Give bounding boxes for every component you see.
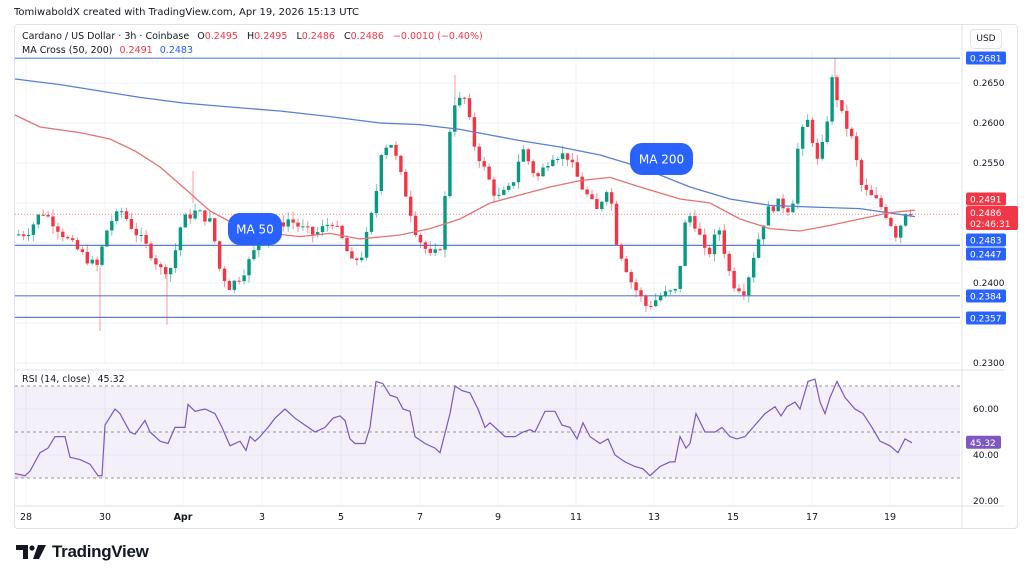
- time-tick: 30: [99, 512, 111, 523]
- ma200-annotation[interactable]: MA 200: [630, 143, 693, 175]
- price-tick: 0.2400: [973, 279, 1005, 289]
- symbol-description[interactable]: Cardano / US Dollar · 3h · Coinbase: [22, 31, 190, 42]
- time-tick: 13: [648, 512, 660, 523]
- rsi-value-tag: 45.32: [966, 435, 1001, 449]
- svg-text:MA 200: MA 200: [639, 153, 684, 167]
- rsi-tick: 40.00: [973, 451, 999, 461]
- svg-text:0.2486: 0.2486: [970, 209, 1002, 219]
- time-tick: Apr: [174, 512, 193, 523]
- close-value: 0.2486: [350, 31, 384, 42]
- rsi-value: 45.32: [97, 374, 125, 385]
- price-tick: 0.2650: [973, 79, 1005, 89]
- rsi-tick: 60.00: [973, 405, 999, 415]
- time-tick: 5: [338, 512, 344, 523]
- change-value: −0.0010 (−0.40%): [392, 31, 483, 42]
- rsi-line[interactable]: [14, 378, 913, 477]
- price-tick: 0.2550: [973, 159, 1005, 169]
- time-tick: 17: [806, 512, 818, 523]
- open-value: 0.2495: [204, 31, 238, 42]
- time-tick: 9: [495, 512, 501, 523]
- high-value: 0.2495: [254, 31, 288, 42]
- ma50-value: 0.2491: [119, 45, 153, 56]
- low-value: 0.2486: [301, 31, 335, 42]
- svg-text:0.2681: 0.2681: [970, 55, 1002, 65]
- price-tick: 0.2300: [973, 359, 1005, 369]
- logo-text: TradingView: [52, 542, 149, 561]
- time-tick: 7: [417, 512, 423, 523]
- time-axis[interactable]: 28 30 Apr 3 5 7 9 11 13 15 17 19: [20, 512, 896, 523]
- svg-text:02:46:31: 02:46:31: [970, 220, 1010, 230]
- time-tick: 11: [570, 512, 582, 523]
- price-tag: 0.2491: [966, 192, 1006, 206]
- svg-text:0.2491: 0.2491: [970, 196, 1002, 206]
- currency-selector[interactable]: USD: [970, 29, 1002, 49]
- ma200-line[interactable]: [14, 78, 916, 218]
- price-tag: 0.2681: [966, 51, 1006, 65]
- price-tag: 0.2384: [966, 289, 1006, 303]
- rsi-pane[interactable]: [14, 378, 960, 479]
- ma50-line[interactable]: [14, 114, 916, 240]
- chart-frame: [14, 24, 1018, 529]
- svg-text:MA 50: MA 50: [236, 223, 274, 237]
- price-tag: 0.2483: [966, 233, 1006, 247]
- price-tag: 0.2447: [966, 247, 1006, 261]
- candlesticks[interactable]: [17, 58, 913, 331]
- ma50-annotation[interactable]: MA 50: [228, 213, 282, 245]
- svg-text:0.2384: 0.2384: [970, 293, 1002, 303]
- time-tick: 28: [20, 512, 32, 523]
- time-tick: 3: [259, 512, 265, 523]
- horizontal-levels[interactable]: [15, 57, 960, 318]
- ma-cross-label[interactable]: MA Cross (50, 200): [22, 45, 113, 56]
- time-tick: 19: [884, 512, 896, 523]
- grid: [15, 50, 960, 505]
- rsi-label[interactable]: RSI (14, close): [22, 374, 91, 385]
- svg-text:0.2357: 0.2357: [970, 315, 1002, 325]
- price-tick: 0.2600: [973, 119, 1005, 129]
- rsi-legend: RSI (14, close) 45.32: [22, 374, 125, 385]
- svg-text:0.2483: 0.2483: [970, 237, 1002, 247]
- main-legend: Cardano / US Dollar · 3h · Coinbase O0.2…: [22, 31, 483, 56]
- svg-text:0.2447: 0.2447: [970, 251, 1002, 261]
- ma200-value: 0.2483: [159, 45, 194, 56]
- chart-attribution: TomiwaboldX created with TradingView.com…: [14, 7, 360, 18]
- time-tick: 15: [727, 512, 739, 523]
- rsi-tick: 20.00: [973, 497, 999, 507]
- price-tag: 0.2357: [966, 311, 1006, 325]
- tradingview-logo-icon: [16, 545, 46, 559]
- svg-text:45.32: 45.32: [970, 439, 996, 449]
- tradingview-logo[interactable]: TradingView: [16, 542, 149, 562]
